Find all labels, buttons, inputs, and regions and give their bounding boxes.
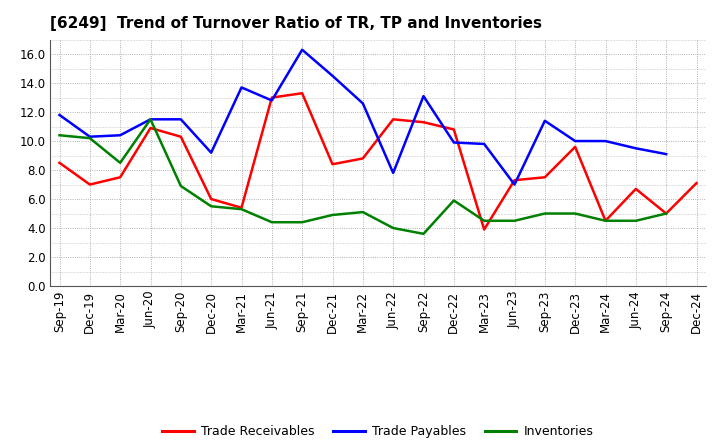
Text: [6249]  Trend of Turnover Ratio of TR, TP and Inventories: [6249] Trend of Turnover Ratio of TR, TP… bbox=[50, 16, 542, 32]
Legend: Trade Receivables, Trade Payables, Inventories: Trade Receivables, Trade Payables, Inven… bbox=[158, 420, 598, 440]
